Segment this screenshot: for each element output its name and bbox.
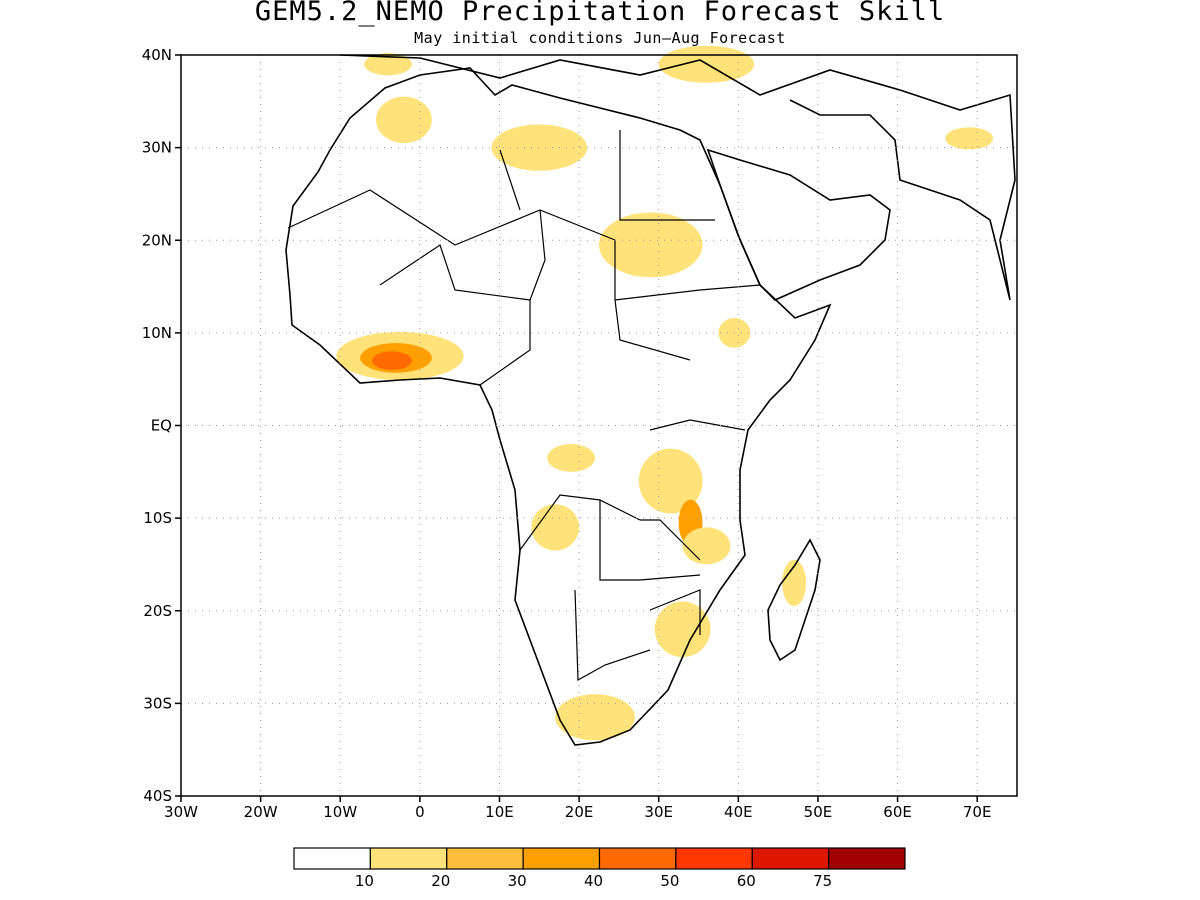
skill-region-angola — [531, 504, 580, 551]
lat-tick-label: 20N — [142, 231, 172, 249]
map-subtitle: May initial conditions Jun–Aug Forecast — [414, 29, 786, 47]
skill-region-pakistan — [945, 127, 994, 150]
lat-tick-label: 10S — [143, 509, 172, 527]
skill-region-west-africa-coast-peak — [372, 351, 412, 370]
lon-tick-label: 10E — [485, 803, 514, 821]
border-lines — [287, 130, 761, 682]
colorbar-label: 30 — [508, 872, 527, 890]
lon-tick-label: 10W — [323, 803, 357, 821]
lat-tick-label: 30N — [142, 139, 172, 157]
lon-tick-label: 70E — [963, 803, 992, 821]
arabia-coastline — [706, 148, 891, 301]
lon-tick-label: 0 — [415, 803, 425, 821]
country-borders — [287, 130, 761, 682]
lon-tick-label: 30W — [164, 803, 198, 821]
lon-tick-label: 60E — [883, 803, 912, 821]
colorbar-label: 60 — [737, 872, 756, 890]
colorbar-swatch — [446, 847, 524, 870]
skill-region-tanzania-south — [682, 527, 731, 565]
skill-layer — [336, 45, 994, 741]
lat-tick-label: 40N — [142, 46, 172, 64]
skill-region-south-africa — [555, 694, 635, 741]
colorbar-swatch — [751, 847, 830, 870]
colorbar-swatch — [369, 847, 448, 870]
skill-region-congo — [547, 444, 596, 472]
colorbar-swatch — [522, 847, 601, 870]
lon-tick-label: 50E — [804, 803, 833, 821]
map-title: GEM5.2_NEMO Precipitation Forecast Skill — [254, 0, 946, 27]
lon-tick-label: 40E — [724, 803, 753, 821]
lat-tick-label: 30S — [143, 694, 172, 712]
colorbar-swatch — [828, 847, 906, 870]
skill-region-morocco — [376, 96, 432, 143]
colorbar: 10 20 30 40 50 60 75 — [293, 847, 906, 890]
lon-tick-label: 30E — [644, 803, 673, 821]
colorbar-swatch — [675, 847, 753, 870]
skill-region-iberia — [364, 53, 412, 76]
lat-tick-label: 40S — [143, 787, 172, 805]
colorbar-label: 50 — [660, 872, 679, 890]
lat-tick-label: 10N — [142, 324, 172, 342]
map-frame — [180, 54, 1018, 797]
colorbar-label: 75 — [813, 872, 832, 890]
lat-tick-label: 20S — [143, 602, 172, 620]
colorbar-swatch — [293, 847, 371, 870]
madagascar-coastline — [767, 538, 821, 662]
colorbar-label: 10 — [355, 872, 374, 890]
skill-region-mozambique — [654, 601, 711, 658]
coastline-layer — [285, 54, 1016, 746]
lon-tick-label: 20E — [565, 803, 594, 821]
colorbar-label: 20 — [431, 872, 450, 890]
colorbar-swatch — [598, 847, 677, 870]
africa-coastline — [285, 67, 832, 746]
grid-lines — [181, 55, 1017, 796]
lat-tick-label: EQ — [151, 417, 172, 435]
colorbar-label: 40 — [584, 872, 603, 890]
skill-region-madagascar — [782, 559, 807, 607]
skill-region-sahara-north — [491, 124, 588, 171]
skill-region-sudan — [599, 212, 703, 278]
lon-tick-label: 20W — [244, 803, 278, 821]
skill-region-east-africa-lakes — [638, 448, 703, 514]
